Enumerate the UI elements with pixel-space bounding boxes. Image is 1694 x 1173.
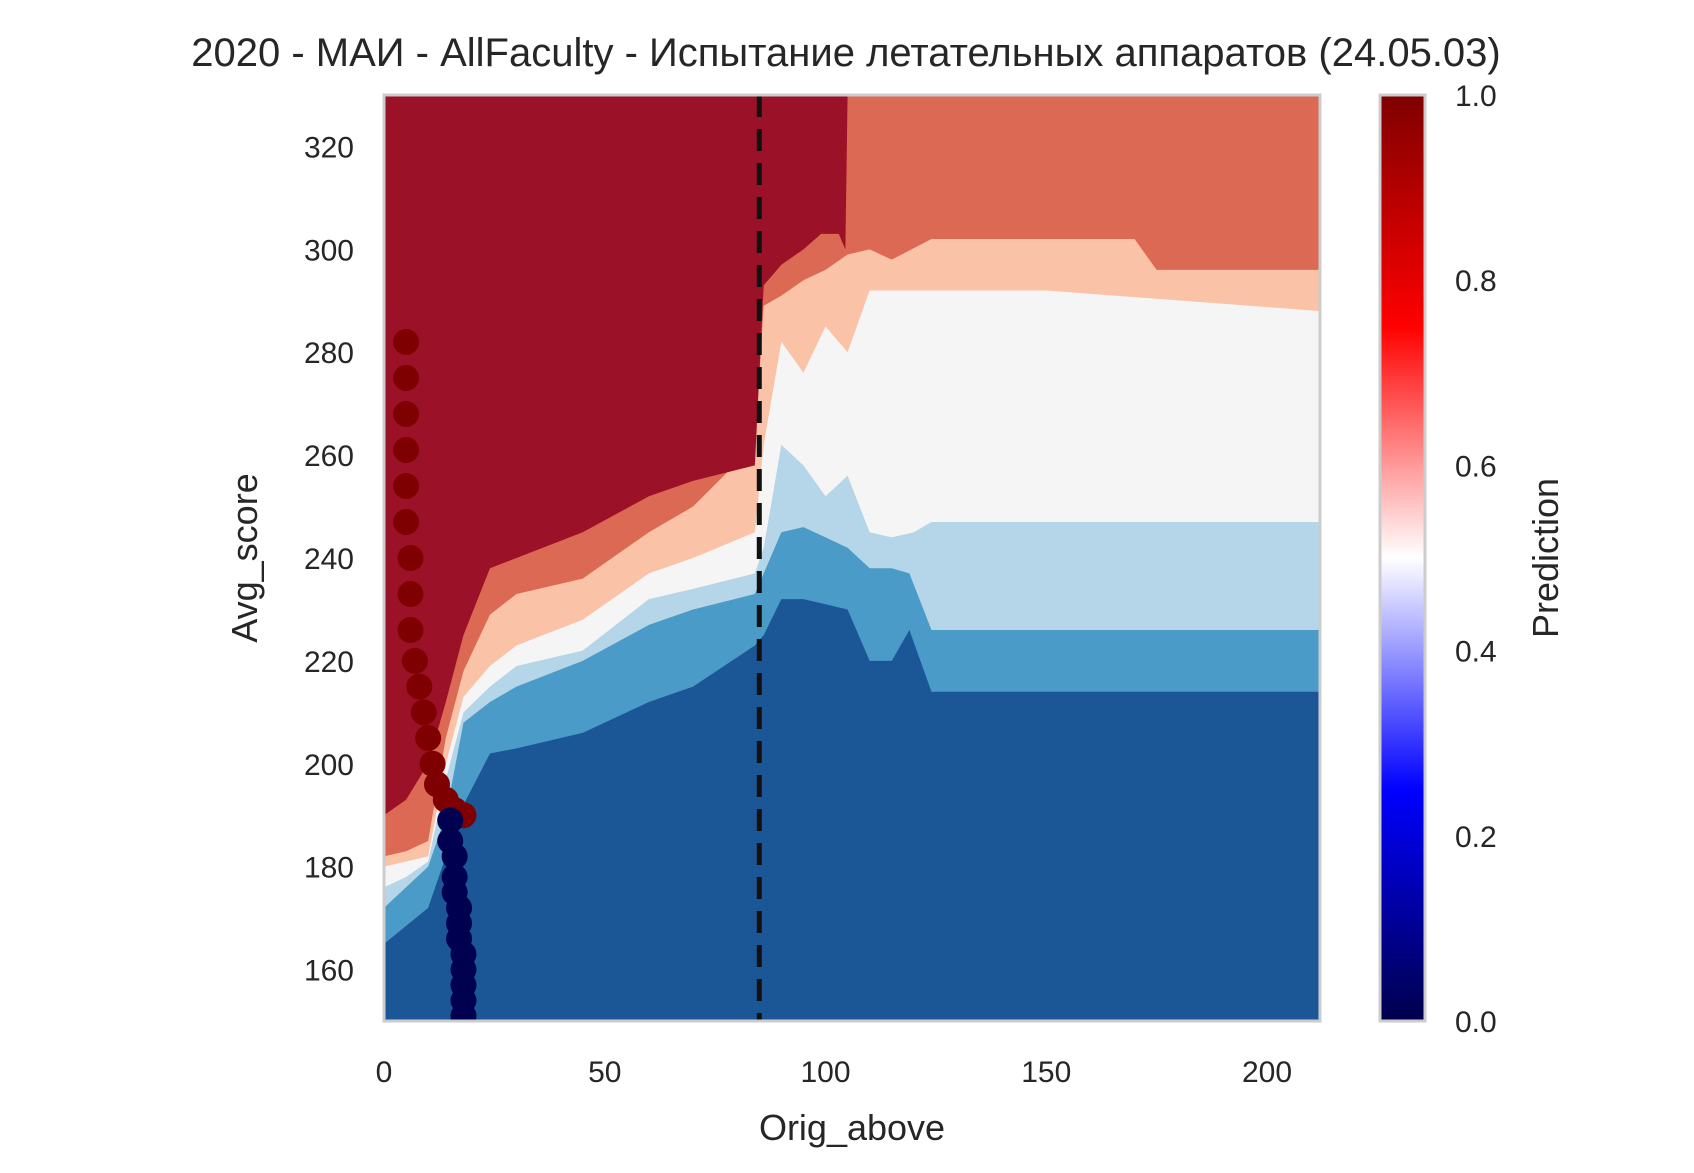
scatter-point bbox=[393, 328, 420, 355]
scatter-point bbox=[401, 647, 428, 674]
plot-frame bbox=[382, 93, 1322, 1023]
scatter-point bbox=[441, 843, 468, 870]
colorbar-tick-label: 0.0 bbox=[1455, 1006, 1497, 1039]
y-tick-label: 160 bbox=[304, 955, 354, 988]
y-tick-label: 320 bbox=[304, 131, 354, 164]
colorbar-tick-label: 0.4 bbox=[1455, 636, 1497, 669]
colorbar-frame bbox=[1378, 93, 1427, 1023]
contour-regions bbox=[384, 95, 1320, 944]
scatter-points bbox=[393, 328, 477, 1021]
scatter-point bbox=[397, 581, 424, 608]
y-tick-label: 180 bbox=[304, 852, 354, 885]
contour-band bbox=[384, 95, 1320, 816]
x-axis-ticks: 0 50 100 150 200 bbox=[376, 1056, 1292, 1089]
colorbar-tick-label: 0.8 bbox=[1455, 265, 1497, 298]
y-tick-label: 280 bbox=[304, 337, 354, 370]
scatter-point bbox=[397, 617, 424, 644]
scatter-point bbox=[393, 508, 420, 535]
x-tick-label: 100 bbox=[800, 1056, 850, 1089]
x-tick-label: 200 bbox=[1242, 1056, 1292, 1089]
colorbar-gradient bbox=[1380, 95, 1425, 1021]
y-axis-label: Avg_score bbox=[224, 473, 265, 642]
scatter-point bbox=[393, 436, 420, 463]
scatter-point bbox=[437, 807, 464, 834]
scatter-point bbox=[406, 673, 433, 700]
scatter-point bbox=[397, 545, 424, 571]
y-tick-label: 200 bbox=[304, 749, 354, 782]
x-axis-label: Orig_above bbox=[759, 1107, 945, 1148]
scatter-point bbox=[410, 699, 437, 726]
scatter-point bbox=[393, 400, 420, 427]
scatter-point bbox=[393, 364, 420, 391]
scatter-point bbox=[450, 1002, 477, 1021]
colorbar-tick-label: 1.0 bbox=[1455, 80, 1497, 113]
x-tick-label: 150 bbox=[1021, 1056, 1071, 1089]
x-tick-label: 0 bbox=[376, 1056, 393, 1089]
scatter-point bbox=[415, 725, 442, 752]
y-tick-label: 240 bbox=[304, 543, 354, 576]
y-tick-label: 220 bbox=[304, 646, 354, 679]
scatter-point bbox=[393, 472, 420, 499]
y-tick-label: 300 bbox=[304, 234, 354, 267]
colorbar: 0.0 0.2 0.4 0.6 0.8 1.0 Prediction bbox=[1378, 80, 1566, 1039]
colorbar-ticks: 0.0 0.2 0.4 0.6 0.8 1.0 bbox=[1455, 80, 1497, 1039]
colorbar-label: Prediction bbox=[1525, 478, 1566, 638]
chart-title: 2020 - МАИ - AllFaculty - Испытание лета… bbox=[191, 31, 1501, 75]
colorbar-tick-label: 0.2 bbox=[1455, 821, 1497, 854]
y-tick-label: 260 bbox=[304, 440, 354, 473]
colorbar-tick-label: 0.6 bbox=[1455, 450, 1497, 483]
x-tick-label: 50 bbox=[588, 1056, 621, 1089]
plot-area bbox=[384, 95, 1320, 1021]
y-axis-ticks: 160 180 200 220 240 260 280 300 320 bbox=[304, 131, 354, 987]
scatter-point bbox=[419, 750, 446, 777]
